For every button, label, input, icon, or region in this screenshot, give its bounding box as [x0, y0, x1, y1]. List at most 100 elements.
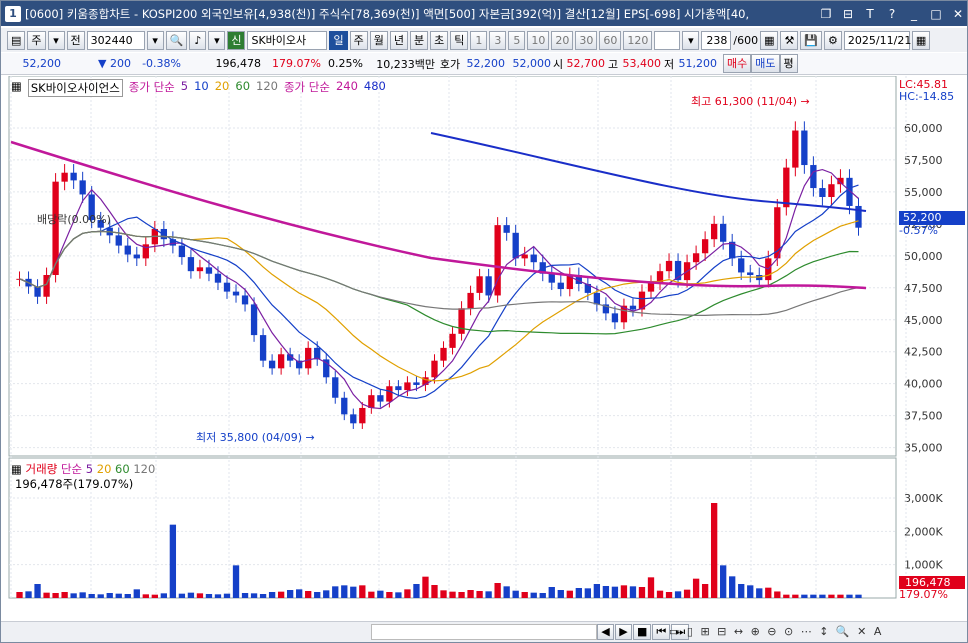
help-icon[interactable]: ? — [888, 6, 896, 21]
vol-tick-label: 2,000K — [904, 525, 943, 538]
candle-body — [458, 308, 465, 334]
stock-code-input[interactable]: 302440 — [86, 30, 145, 50]
candle-body — [314, 347, 321, 360]
avg-button[interactable]: 평 — [779, 54, 798, 73]
last-button[interactable]: ⏭ — [671, 624, 690, 640]
period-minute[interactable]: 분 — [409, 30, 429, 50]
period-day[interactable]: 일 — [329, 30, 348, 50]
buy-button[interactable]: 매수 — [723, 54, 752, 73]
ma-label: 종가 단순 — [128, 80, 175, 94]
period-tick[interactable]: 틱 — [450, 30, 469, 50]
period-week[interactable]: 주 — [349, 30, 368, 50]
minute-5[interactable]: 5 — [508, 30, 526, 50]
scroll-left-button[interactable]: ◀ — [597, 624, 614, 640]
volume-bar — [70, 593, 77, 598]
volume-bar — [765, 587, 772, 598]
hoga-ask: 52,200 — [466, 57, 506, 70]
tool-icon[interactable]: ⚒ — [780, 30, 799, 50]
candle-body — [629, 305, 637, 310]
vol-tick-label: 3,000K — [904, 492, 943, 505]
minute-1[interactable]: 1 — [470, 30, 488, 50]
gear-icon[interactable]: ⚙ — [824, 30, 842, 50]
interval-dropdown-icon[interactable]: ▾ — [682, 30, 700, 50]
market-select[interactable]: 주 — [27, 30, 46, 50]
volume-bar — [512, 590, 519, 598]
volume-legend: ▦ 거래량 단순 5 20 60 120 — [11, 461, 155, 477]
candle-body — [413, 382, 420, 385]
ma-line — [19, 230, 859, 316]
candle-body — [828, 184, 835, 198]
sell-button[interactable]: 매도 — [751, 54, 780, 73]
period-month[interactable]: 월 — [369, 30, 388, 50]
search-icon[interactable]: 🔍 — [165, 30, 188, 50]
minute-30[interactable]: 30 — [575, 30, 598, 50]
period-second[interactable]: 초 — [430, 30, 449, 50]
grid-icon[interactable]: ▦ — [760, 30, 779, 50]
price-chart[interactable]: 60,00057,50055,00052,50050,00047,50045,0… — [1, 76, 967, 600]
minute-60[interactable]: 60 — [599, 30, 622, 50]
candle-body — [575, 275, 582, 284]
minute-20[interactable]: 20 — [551, 30, 574, 50]
grid-icon-small[interactable]: ▦ — [11, 79, 22, 93]
minute-120[interactable]: 120 — [623, 30, 653, 50]
grid-icon-small-vol[interactable]: ▦ — [11, 462, 22, 476]
volume-bar — [801, 594, 808, 598]
market-dropdown-icon[interactable]: ▾ — [47, 30, 65, 50]
vol-label: 거래량 — [25, 462, 58, 476]
volume-bar — [593, 584, 601, 598]
code-dropdown-icon[interactable]: ▾ — [146, 30, 164, 50]
maximize-icon[interactable]: □ — [930, 6, 942, 21]
interval-input[interactable] — [654, 30, 681, 50]
ma-480: 480 — [363, 79, 386, 93]
candle-body — [43, 275, 50, 297]
volume-bar — [503, 586, 510, 598]
price-change-pct: -0.38% — [142, 57, 181, 70]
stop-button[interactable]: ■ — [633, 624, 652, 640]
volume-bar — [413, 584, 420, 598]
volume-bar — [638, 587, 646, 598]
low-price: 51,200 — [678, 57, 718, 70]
y-tick-label: 57,500 — [904, 154, 943, 167]
open-price: 52,700 — [566, 57, 606, 70]
candle-body — [846, 177, 853, 206]
sound-icon[interactable]: ♪ — [189, 30, 207, 50]
tile-icon[interactable]: ⊟ — [842, 6, 854, 21]
candle-body — [377, 395, 384, 402]
restore-icon[interactable]: ❐ — [820, 6, 832, 21]
volume-bar — [720, 565, 727, 598]
volume-bar — [774, 591, 781, 598]
minute-10[interactable]: 10 — [527, 30, 550, 50]
volume-bar — [79, 592, 86, 598]
volume-bar — [602, 586, 610, 598]
x-tick-label: 05 — [381, 598, 395, 600]
scroll-right-button[interactable]: ▶ — [615, 624, 632, 640]
volume-bar — [368, 591, 375, 598]
save-icon[interactable]: 💾 — [800, 30, 823, 50]
volume-bar — [674, 591, 682, 598]
menu-icon[interactable]: ▤ — [7, 30, 26, 50]
candle-body — [611, 313, 619, 323]
volume-bar — [449, 591, 456, 598]
candle-body — [566, 275, 573, 290]
candle-body — [241, 295, 249, 305]
footer-tools[interactable]: ▭ ▯ ⊞ ⊟ ↔ ⊕ ⊖ ⊙ ⋯ ↕ 🔍 ✕ A — [669, 625, 884, 638]
minimize-icon[interactable]: _ — [911, 6, 917, 21]
sound-dropdown-icon[interactable]: ▾ — [208, 30, 226, 50]
all-select[interactable]: 전 — [66, 30, 85, 50]
candle-body — [738, 258, 745, 273]
calendar-icon[interactable]: ▦ — [911, 30, 931, 50]
date-input[interactable]: 2025/11/21 — [843, 30, 911, 50]
y-tick-label: 42,500 — [904, 346, 943, 359]
volume-bar — [521, 592, 528, 598]
minute-3[interactable]: 3 — [489, 30, 507, 50]
period-year[interactable]: 년 — [389, 30, 408, 50]
candle-body — [142, 244, 149, 259]
range-input[interactable]: 238 — [701, 30, 732, 50]
credit-badge[interactable]: 신 — [227, 30, 246, 50]
x-tick-label: 2024/11 — [13, 598, 59, 600]
scrollbar-track[interactable] — [371, 624, 597, 640]
y-tick-label: 47,500 — [904, 282, 943, 295]
pin-icon[interactable]: T — [866, 6, 874, 21]
close-icon[interactable]: ✕ — [952, 6, 964, 21]
first-button[interactable]: ⏮ — [652, 624, 671, 640]
